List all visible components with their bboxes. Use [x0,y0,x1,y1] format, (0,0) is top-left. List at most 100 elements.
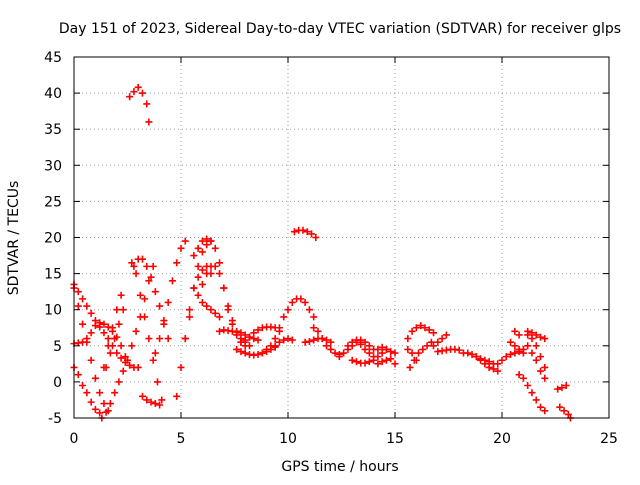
data-point [115,378,123,386]
data-point [117,291,125,299]
data-point [472,353,480,361]
x-tick-label: 10 [279,431,297,447]
y-tick-label: 5 [53,339,62,355]
data-point [284,335,292,343]
data-point [455,346,463,354]
data-point [141,295,149,303]
data-point [515,371,523,379]
data-point [541,363,549,371]
series-arc-40 [511,327,523,339]
data-point [554,385,562,393]
data-point [207,306,215,314]
data-point [562,382,570,390]
data-point [79,382,87,390]
data-point [331,349,339,357]
series-arc-43 [524,342,549,382]
data-point [198,237,206,245]
data-point [113,349,121,357]
data-point [485,363,493,371]
data-point [143,396,151,404]
data-point [160,317,168,325]
data-point [318,335,326,343]
data-point [149,262,157,270]
data-point [408,327,416,335]
data-point [198,280,206,288]
data-point [434,338,442,346]
data-point [254,336,262,344]
data-point [524,331,532,339]
data-point [147,273,155,281]
series-arc-44 [524,331,549,371]
data-point [532,342,540,350]
data-point [126,361,134,369]
data-point [145,118,153,126]
data-point [124,356,131,364]
data-point [408,349,416,357]
series-arc-12 [151,237,189,357]
data-point [406,363,414,371]
data-point [310,313,318,321]
data-point [430,329,438,337]
data-point [537,367,545,375]
series-arc-21 [258,295,318,357]
data-point [132,327,140,335]
data-point [327,345,335,353]
data-point [130,88,138,96]
series-arc-17 [198,298,224,321]
data-point [220,284,228,292]
series-arc-28 [348,345,399,367]
data-point [477,356,485,364]
data-point [245,333,253,341]
data-point [361,345,369,353]
data-point [147,398,155,406]
data-point [519,374,527,382]
y-tick-label: 20 [44,231,62,247]
y-tick-label: 15 [44,267,62,283]
data-point [382,345,390,353]
data-point [203,270,211,278]
data-point [348,356,356,364]
data-point [216,313,224,321]
data-point [528,335,536,343]
data-point [340,349,348,357]
data-point [280,336,288,344]
data-point [254,326,262,334]
data-point [344,342,352,350]
data-point [421,324,429,332]
series-arc-10 [130,255,172,343]
data-point [387,355,395,363]
data-point [498,356,506,364]
data-point [164,335,172,343]
data-point [519,349,527,357]
data-point [96,319,104,327]
data-point [361,359,369,367]
data-point [438,335,446,343]
data-point [138,392,146,400]
data-point [237,338,245,346]
x-tick-label: 25 [600,431,618,447]
data-point [374,353,382,361]
data-point [352,358,360,366]
data-point [412,324,420,332]
data-point [138,255,146,263]
data-point [177,363,185,371]
data-point [79,295,87,303]
data-point [207,237,215,245]
data-point [233,345,241,353]
data-point [156,335,164,343]
data-point [511,327,519,335]
data-point [245,342,253,350]
data-point [494,360,502,368]
data-point [305,337,313,345]
data-point [528,349,536,357]
data-point [348,338,356,346]
data-point [417,322,425,330]
data-point [100,320,108,328]
data-point [284,306,292,314]
data-point [427,338,435,346]
series-arc-39 [507,338,527,357]
chart-title: Day 151 of 2023, Sidereal Day-to-day VTE… [59,21,621,37]
data-point [528,389,536,397]
series-arc-45 [554,382,570,393]
data-point [481,360,489,368]
